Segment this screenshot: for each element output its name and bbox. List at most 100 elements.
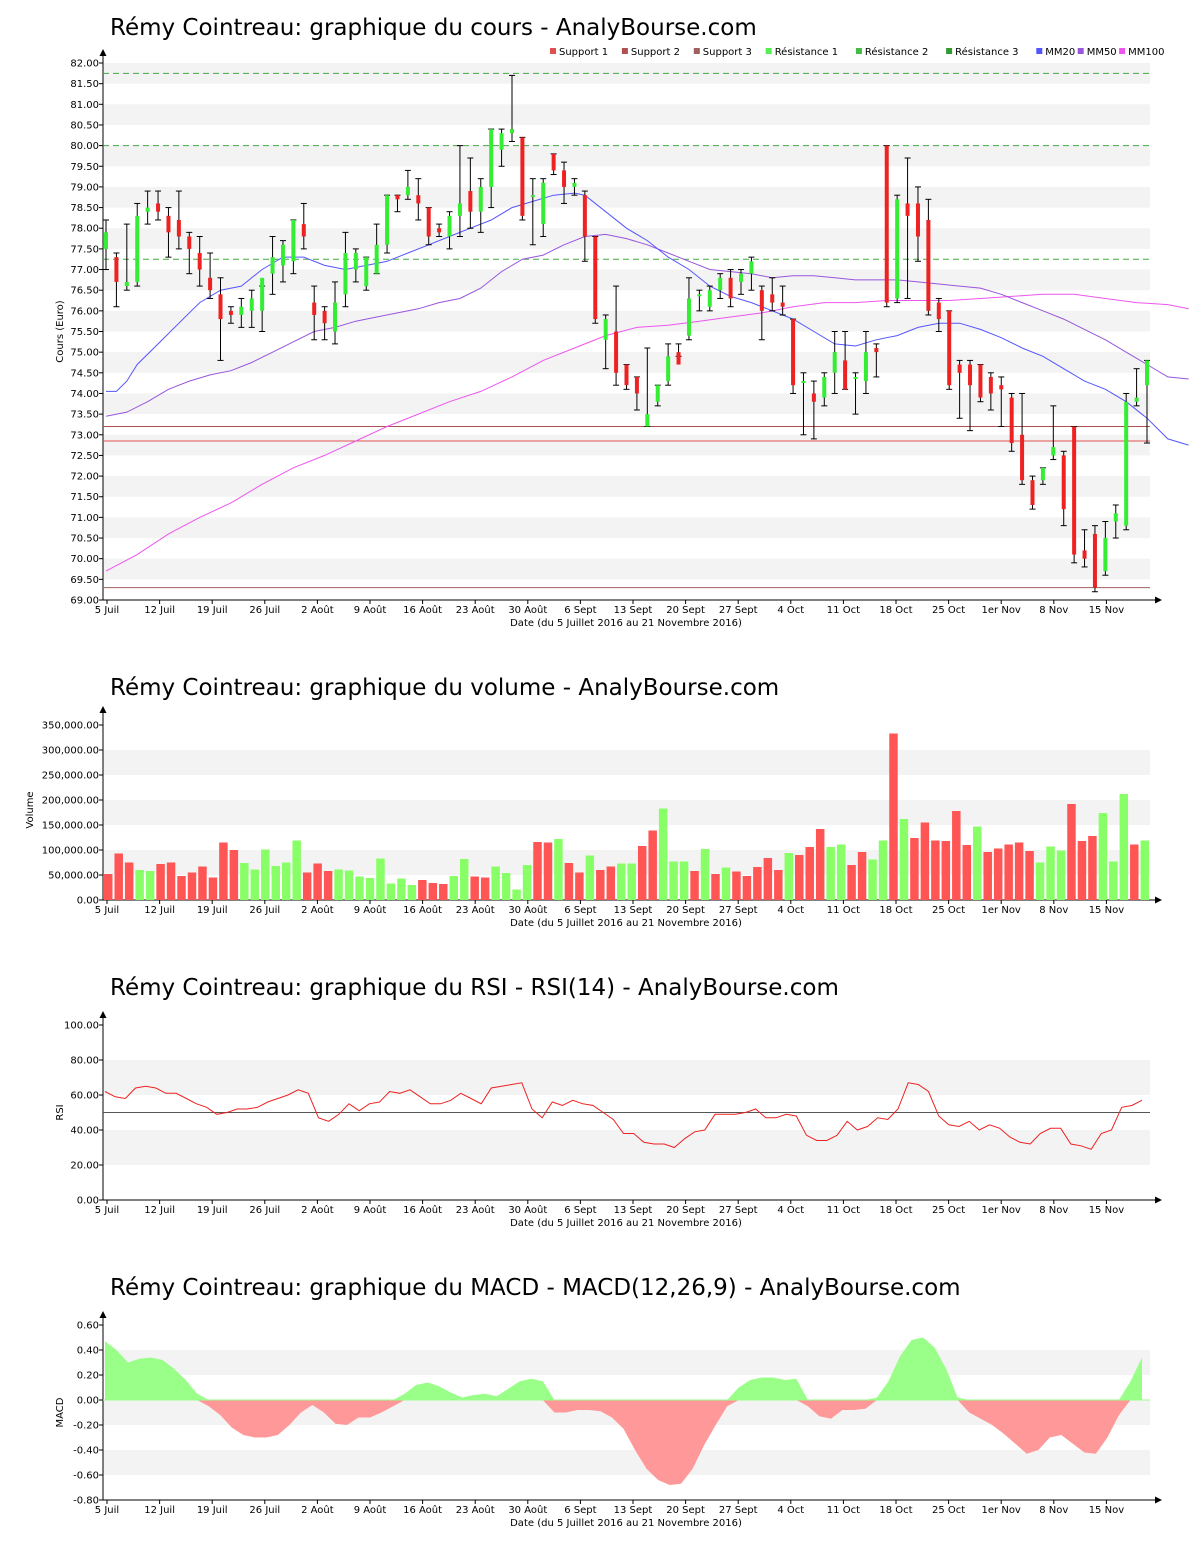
- x-tick-label: 26 Juil: [249, 1205, 280, 1216]
- y-tick-label: 150,000.00: [42, 821, 99, 832]
- candle: [300, 202, 307, 250]
- volume-bar: [847, 865, 856, 900]
- x-tick-label: 30 Août: [508, 1504, 547, 1516]
- x-tick-label: 13 Sept: [614, 605, 653, 616]
- candle-body: [718, 277, 723, 291]
- x-axis-arrow: [1155, 896, 1162, 904]
- candle: [134, 202, 141, 287]
- candle-body: [135, 215, 140, 282]
- y-tick-label: 50,000.00: [48, 871, 99, 882]
- volume-bar: [805, 847, 814, 900]
- candle-body: [1051, 447, 1056, 456]
- candle: [1071, 426, 1078, 564]
- candle: [831, 331, 838, 394]
- x-tick-label: 1er Nov: [982, 605, 1021, 616]
- y-tick-label: 20.00: [70, 1161, 99, 1172]
- candle-body: [1092, 533, 1097, 588]
- y-tick-label: -0.60: [73, 1471, 99, 1482]
- candle-body: [780, 302, 785, 307]
- y-tick-label: 0.40: [77, 1346, 99, 1357]
- volume-bar: [261, 849, 270, 900]
- x-tick-label: 19 Juil: [197, 1505, 228, 1516]
- x-tick-label: 16 Août: [403, 1204, 442, 1216]
- candle-body: [405, 186, 410, 196]
- volume-bar: [826, 847, 835, 900]
- legend-label: MM20: [1045, 47, 1075, 58]
- legend-swatch: [1119, 48, 1126, 54]
- legend-label: Support 3: [703, 47, 752, 58]
- volume-bar: [753, 867, 762, 900]
- volume-bar: [1140, 840, 1149, 900]
- y-tick-label: 69.00: [70, 596, 99, 607]
- volume-bar: [292, 840, 301, 900]
- grid-band: [103, 1350, 1150, 1375]
- legend-swatch: [1077, 48, 1084, 54]
- x-tick-label: 4 Oct: [777, 605, 804, 616]
- x-tick-label: 12 Juil: [144, 905, 175, 916]
- candle-body: [562, 170, 567, 187]
- x-tick-label: 2 Août: [301, 904, 334, 916]
- candle: [1039, 467, 1046, 485]
- x-tick-label: 18 Oct: [879, 1205, 912, 1216]
- candle-body: [686, 298, 691, 336]
- volume-bar: [271, 866, 280, 900]
- volume-bar: [334, 869, 343, 900]
- volume-bar: [281, 862, 291, 900]
- grid-band: [103, 750, 1150, 775]
- candle-body: [1082, 550, 1087, 559]
- candle-body: [999, 385, 1004, 390]
- candle: [207, 252, 214, 299]
- candle: [956, 359, 963, 419]
- y-axis-arrow: [99, 49, 107, 56]
- grid-band: [103, 850, 1150, 875]
- candle-body: [1030, 480, 1035, 505]
- volume-bar: [711, 874, 720, 900]
- candle-body: [1134, 397, 1139, 402]
- y-tick-label: 0.60: [77, 1321, 99, 1332]
- candle-body: [978, 364, 983, 398]
- candle: [238, 297, 245, 328]
- candle: [436, 223, 443, 237]
- grid-band: [103, 434, 1150, 456]
- candle-body: [249, 298, 254, 311]
- candle: [165, 207, 172, 258]
- grid-band: [103, 800, 1150, 825]
- x-tick-label: 11 Oct: [827, 1505, 860, 1516]
- volume-bar: [543, 842, 553, 900]
- y-tick-label: 81.00: [70, 100, 99, 111]
- candle: [488, 128, 495, 209]
- panel-3: Rémy Cointreau: graphique du MACD - MACD…: [55, 1275, 1162, 1529]
- volume-bar: [1077, 841, 1087, 900]
- y-tick-label: 75.50: [70, 327, 99, 338]
- volume-bar: [313, 863, 322, 900]
- candle: [904, 157, 911, 299]
- y-axis-arrow: [99, 1311, 107, 1318]
- mm100-line: [105, 293, 1189, 572]
- candle: [144, 190, 151, 225]
- candle: [685, 277, 692, 341]
- x-tick-label: 8 Nov: [1039, 1505, 1068, 1516]
- legend: Support 1 Support 2 Support 3 Résistance 1 R…: [550, 46, 1164, 58]
- candle-body: [957, 364, 962, 373]
- volume-bar: [973, 826, 982, 900]
- y-tick-label: 72.50: [70, 451, 99, 462]
- volume-bar: [1119, 794, 1129, 900]
- candle: [654, 384, 661, 407]
- y-tick-label: 76.00: [70, 306, 99, 317]
- y-tick-label: 71.00: [70, 513, 99, 524]
- candle-body: [1072, 426, 1077, 555]
- chart-title: Rémy Cointreau: graphique du cours - Ana…: [110, 15, 757, 41]
- panel-2: Rémy Cointreau: graphique du RSI - RSI(1…: [55, 975, 1162, 1229]
- x-tick-label: 23 Août: [456, 604, 495, 616]
- mm20-line: [106, 192, 1189, 446]
- chart-title: Rémy Cointreau: graphique du RSI - RSI(1…: [110, 975, 839, 1001]
- candle: [644, 347, 651, 428]
- candle-body: [228, 310, 233, 315]
- candle-body: [634, 376, 639, 394]
- y-tick-label: 75.00: [70, 348, 99, 359]
- candle-body: [1145, 360, 1149, 386]
- candle-body: [353, 253, 358, 270]
- volume-bar: [1035, 862, 1045, 900]
- candle-body: [124, 281, 129, 287]
- volume-bar: [250, 869, 260, 900]
